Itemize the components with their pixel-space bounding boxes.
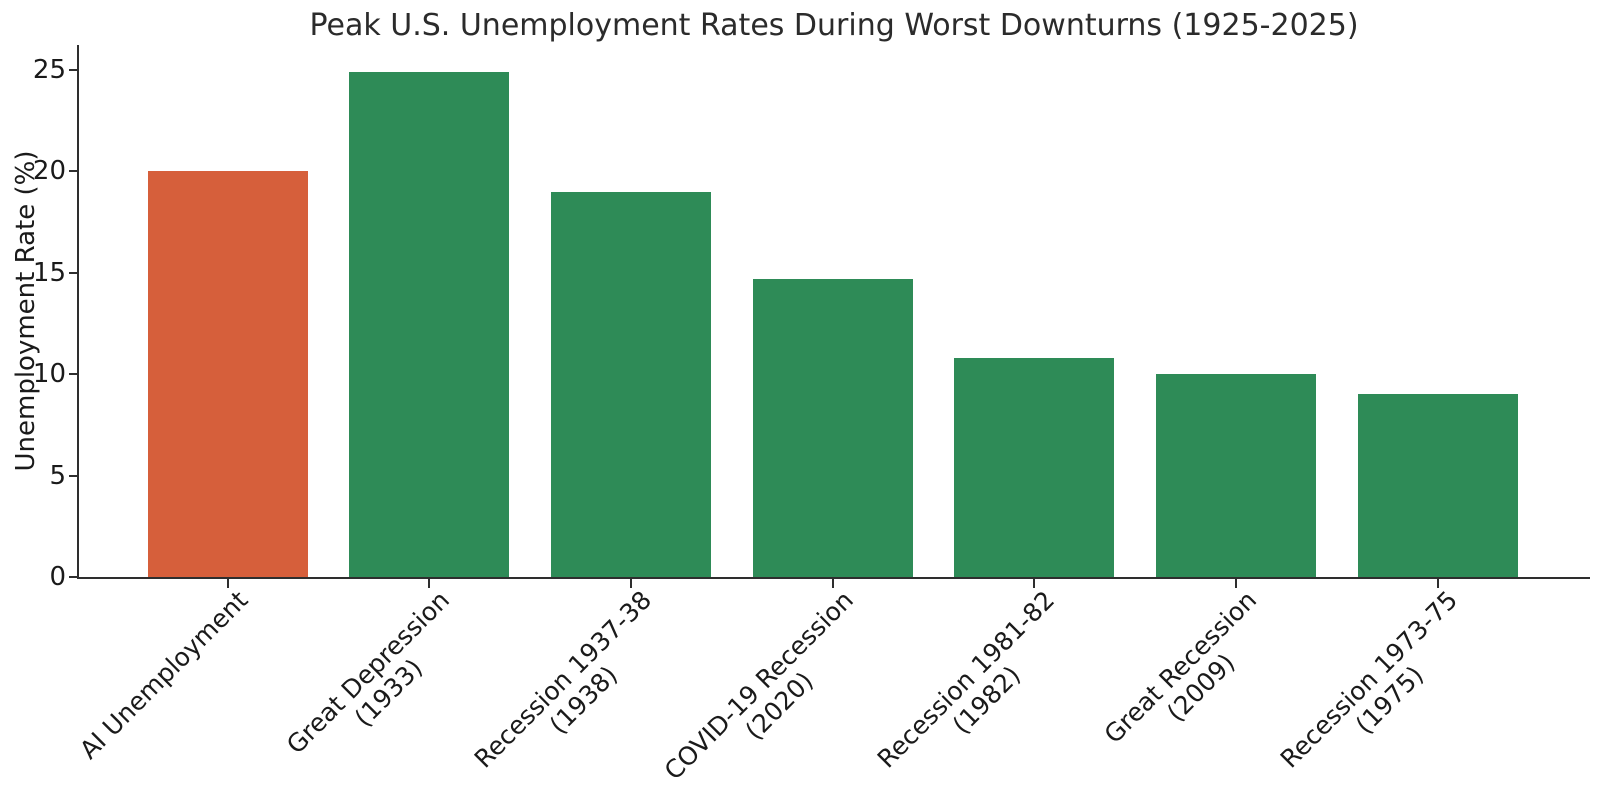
x-tick (226, 579, 229, 588)
x-tick (1235, 579, 1237, 588)
y-tick (69, 170, 78, 173)
y-tick (69, 69, 78, 71)
x-tick (428, 579, 431, 588)
chart-title: Peak U.S. Unemployment Rates During Wors… (309, 8, 1359, 43)
x-tick (1033, 579, 1036, 588)
bar-recession-1937-38 (550, 191, 711, 577)
bar-recession-1981-82 (954, 357, 1115, 577)
y-tick-label: 20 (32, 156, 66, 187)
x-tick-label-recession-1973-75: Recession 1973-75 (1975) (1275, 585, 1484, 794)
x-tick (1436, 579, 1439, 588)
x-tick-label-line: Recession 1973-75 (1275, 585, 1464, 774)
y-tick (69, 576, 78, 578)
x-axis-line (77, 577, 1590, 579)
y-tick-label: 15 (32, 257, 66, 288)
bar-covid-19-recession (752, 278, 913, 577)
y-tick (69, 271, 78, 274)
x-tick-label-line: Recession 1937-38 (468, 585, 657, 774)
y-tick-label: 25 (32, 55, 66, 85)
bar-great-recession (1156, 374, 1316, 577)
y-tick-label: 10 (32, 359, 66, 390)
x-tick (831, 579, 834, 588)
bar-ai-unemployment (147, 171, 308, 577)
x-tick-label-line: (1982) (946, 660, 1026, 740)
x-tick-label-line: COVID-19 Recession (658, 585, 859, 786)
bar-recession-1973-75 (1357, 394, 1518, 577)
y-tick (69, 373, 78, 376)
x-tick (629, 579, 632, 588)
y-tick-label: 0 (49, 562, 66, 592)
x-tick-label-line: (1975) (1350, 660, 1430, 740)
y-axis-label: Unemployment Rate (%) (11, 150, 41, 472)
x-tick-label-line: Recession 1981-82 (871, 585, 1061, 774)
x-tick-label-ai-unemployment: AI Unemployment (73, 585, 254, 765)
x-tick-label-line: (1938) (543, 660, 623, 740)
y-tick (69, 474, 78, 477)
x-tick-label-great-recession: Great Recession (2009) (1098, 585, 1283, 770)
x-tick-label-recession-1981-82: Recession 1981-82 (1982) (871, 585, 1081, 794)
x-tick-label-great-depression: Great Depression (1933) (281, 585, 476, 780)
y-tick-label: 5 (49, 460, 66, 491)
y-axis-line (77, 45, 79, 579)
x-tick-label-covid-19-recession: COVID-19 Recession (2020) (658, 585, 879, 794)
x-tick-label-line: AI Unemployment (73, 585, 254, 765)
x-tick-label-line: (2020) (738, 666, 819, 746)
bar-great-depression (349, 72, 510, 577)
x-tick-label-recession-1937-38: Recession 1937-38 (1938) (468, 585, 677, 794)
